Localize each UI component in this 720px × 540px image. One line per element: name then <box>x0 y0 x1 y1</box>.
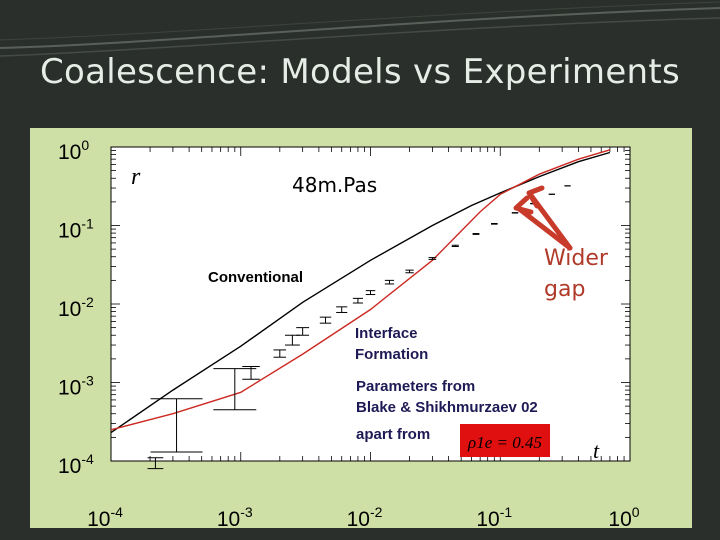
error-bar <box>472 233 480 235</box>
formula-box <box>460 424 550 457</box>
error-bar <box>352 297 364 304</box>
error-bar <box>213 368 257 411</box>
error-bar <box>384 279 395 285</box>
error-bar <box>491 223 498 225</box>
conventional-label: Conventional <box>208 269 303 286</box>
interface-label-line1: Interface <box>355 325 418 342</box>
series-line-interface-formation <box>110 149 611 431</box>
y-tick-label: 10-2 <box>58 294 94 321</box>
slide-title: Coalescence: Models vs Experiments <box>39 52 681 92</box>
y-tick-label: 100 <box>58 137 89 164</box>
x-tick-label: 10-4 <box>87 504 123 528</box>
arrow-shaft <box>515 205 573 251</box>
params-label-line2: Blake & Shikhmurzaev 02 <box>356 399 538 416</box>
x-tick-label: 100 <box>608 504 639 528</box>
x-axis-label: t <box>593 438 600 463</box>
series-line-conventional <box>110 151 611 434</box>
y-tick-label: 10-3 <box>58 373 94 400</box>
interface-label-line2: Formation <box>355 346 428 363</box>
wider-label-line1: Wider <box>544 246 609 271</box>
experiment-data <box>147 185 571 470</box>
x-tick-label: 10-1 <box>476 504 512 528</box>
error-bar <box>451 244 459 248</box>
error-bar <box>273 349 287 358</box>
wider-label-line2: gap <box>544 277 585 302</box>
params-label-line1: Parameters from <box>356 378 475 395</box>
wider-gap-arrows <box>513 185 573 251</box>
error-bar <box>405 269 414 274</box>
error-bar <box>428 257 437 260</box>
plot-area <box>110 146 631 462</box>
params-label-line3: apart from <box>356 426 430 443</box>
error-bar <box>296 327 310 336</box>
x-tick-label: 10-2 <box>347 504 383 528</box>
error-bar <box>319 316 332 324</box>
formula-text: ρ1e = 0.45 <box>467 433 542 452</box>
chart-svg: 100 10-1 10-2 10-3 10-4 10-4 10-3 10-2 10-1 100 t r… <box>58 137 640 528</box>
error-bar <box>150 398 203 453</box>
y-axis-label: r <box>131 164 141 190</box>
error-bar <box>336 306 348 313</box>
chart-panel: 100 10-1 10-2 10-3 10-4 10-4 10-3 10-2 10-1 100 t r… <box>30 128 692 528</box>
error-bar <box>365 290 376 296</box>
error-bar <box>147 457 164 470</box>
error-bar <box>242 365 260 380</box>
arrow-head <box>526 185 545 209</box>
axis-ticks <box>110 146 631 462</box>
x-tick-label: 10-3 <box>217 504 253 528</box>
y-tick-label: 10-1 <box>58 216 94 243</box>
viscosity-label: 48m.Pas <box>292 173 377 197</box>
arrow-head <box>513 195 534 215</box>
y-tick-label: 10-4 <box>58 451 94 478</box>
